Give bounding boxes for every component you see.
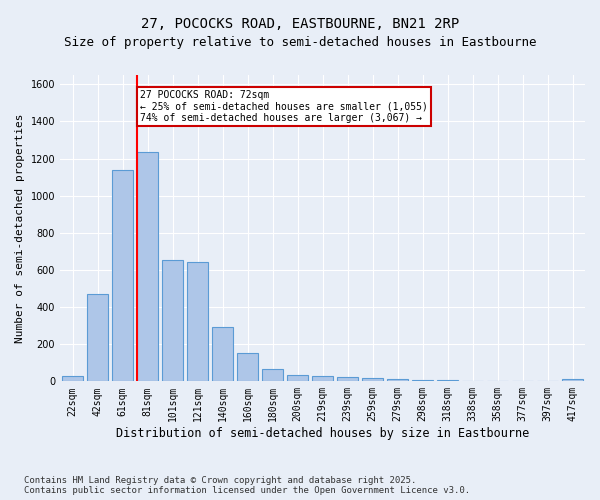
Bar — [387, 379, 408, 382]
Bar — [562, 380, 583, 382]
Bar — [262, 370, 283, 382]
Text: 27 POCOCKS ROAD: 72sqm
← 25% of semi-detached houses are smaller (1,055)
74% of : 27 POCOCKS ROAD: 72sqm ← 25% of semi-det… — [140, 90, 428, 123]
Y-axis label: Number of semi-detached properties: Number of semi-detached properties — [15, 114, 25, 343]
Bar — [537, 381, 558, 382]
Bar — [487, 381, 508, 382]
Bar — [437, 380, 458, 382]
Bar — [112, 170, 133, 382]
Bar — [187, 262, 208, 382]
Bar — [137, 152, 158, 382]
Bar — [87, 294, 108, 382]
Bar — [212, 326, 233, 382]
Text: Size of property relative to semi-detached houses in Eastbourne: Size of property relative to semi-detach… — [64, 36, 536, 49]
Bar — [362, 378, 383, 382]
Bar — [162, 260, 183, 382]
Bar — [287, 375, 308, 382]
Bar — [462, 381, 483, 382]
Text: 27, POCOCKS ROAD, EASTBOURNE, BN21 2RP: 27, POCOCKS ROAD, EASTBOURNE, BN21 2RP — [141, 18, 459, 32]
Bar — [412, 380, 433, 382]
X-axis label: Distribution of semi-detached houses by size in Eastbourne: Distribution of semi-detached houses by … — [116, 427, 529, 440]
Bar — [237, 352, 258, 382]
Bar — [337, 377, 358, 382]
Bar — [62, 376, 83, 382]
Bar — [312, 376, 333, 382]
Text: Contains HM Land Registry data © Crown copyright and database right 2025.
Contai: Contains HM Land Registry data © Crown c… — [24, 476, 470, 495]
